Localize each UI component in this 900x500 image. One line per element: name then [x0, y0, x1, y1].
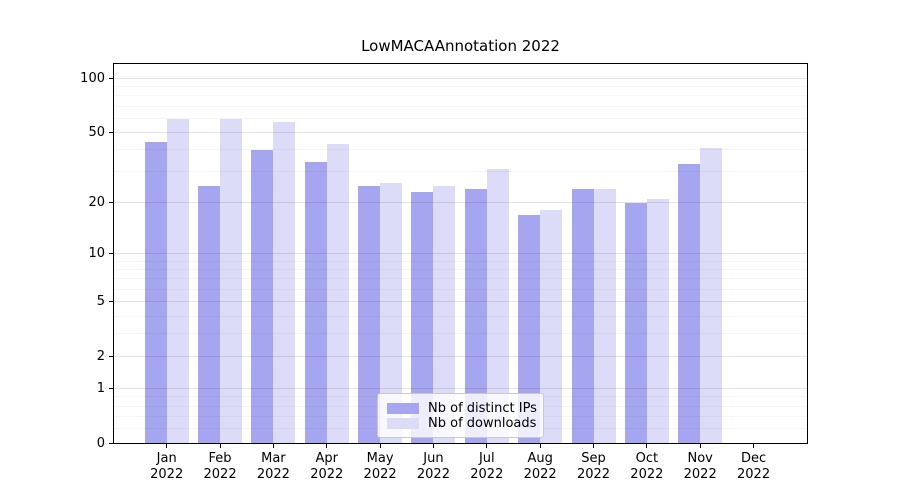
gridline-minor	[114, 278, 807, 280]
gridline-major-20	[114, 202, 807, 204]
y-tick-label-2: 2	[96, 348, 105, 364]
legend-item-distinct-ips: Nb of distinct IPs	[387, 401, 537, 416]
y-tickmark-2	[109, 355, 113, 357]
y-tick-label-50: 50	[88, 124, 105, 140]
gridline-minor	[114, 333, 807, 335]
x-tickmark-apr	[326, 444, 328, 448]
x-tickmark-oct	[646, 444, 648, 448]
gridline-major-10	[114, 253, 807, 255]
bar-downloads-feb	[220, 119, 243, 444]
x-tick-label-apr: Apr 2022	[310, 451, 344, 482]
y-tick-label-10: 10	[88, 246, 105, 262]
legend: Nb of distinct IPs Nb of downloads	[377, 393, 544, 438]
bar-ips-mar	[251, 149, 274, 444]
bar-downloads-nov	[700, 147, 723, 444]
gridline-minor	[114, 105, 807, 107]
bar-downloads-oct	[646, 198, 669, 444]
y-tickmark-20	[109, 202, 113, 204]
y-tick-label-0: 0	[96, 435, 105, 451]
plot-border	[113, 63, 808, 444]
x-tickmark-mar	[272, 444, 274, 448]
gridline-minor	[114, 86, 807, 88]
gridline-major-50	[114, 131, 807, 133]
legend-label-distinct-ips: Nb of distinct IPs	[428, 401, 537, 416]
gridline-minor	[114, 260, 807, 262]
gridline-minor	[114, 149, 807, 151]
gridline-minor	[114, 117, 807, 119]
y-tick-label-100: 100	[80, 70, 105, 86]
legend-swatch-distinct-ips	[387, 403, 419, 414]
legend-item-downloads: Nb of downloads	[387, 416, 537, 431]
y-tickmark-50	[109, 131, 113, 133]
bar-downloads-aug	[540, 210, 563, 444]
bar-downloads-sep	[593, 188, 616, 444]
x-tick-label-jan: Jan 2022	[150, 451, 184, 482]
gridline-minor	[114, 315, 807, 317]
bar-ips-oct	[624, 202, 647, 444]
x-tickmark-feb	[219, 444, 221, 448]
gridline-minor	[114, 269, 807, 271]
y-tick-label-1: 1	[96, 380, 105, 396]
x-tick-label-aug: Aug 2022	[523, 451, 557, 482]
y-tickmark-0	[109, 442, 113, 444]
gridline-major-1	[114, 387, 807, 389]
x-tick-label-nov: Nov 2022	[683, 451, 717, 482]
bar-ips-jul	[464, 188, 487, 444]
bar-ips-apr	[304, 162, 327, 444]
y-tick-label-5: 5	[96, 294, 105, 310]
gridline-minor	[114, 288, 807, 290]
bar-ips-feb	[198, 185, 221, 444]
x-tickmark-sep	[593, 444, 594, 448]
x-tickmark-aug	[539, 444, 541, 448]
chart-title: LowMACAAnnotation 2022	[361, 37, 560, 55]
x-tickmark-nov	[699, 444, 701, 448]
y-tick-label-20: 20	[88, 195, 105, 211]
legend-swatch-downloads	[387, 418, 419, 429]
x-tickmark-dec	[753, 444, 755, 448]
legend-label-downloads: Nb of downloads	[428, 416, 537, 431]
bar-ips-jun	[411, 191, 434, 444]
x-tick-label-feb: Feb 2022	[203, 451, 237, 482]
x-tick-label-jun: Jun 2022	[416, 451, 450, 482]
bar-ips-nov	[678, 164, 701, 444]
gridline-major-100	[114, 77, 807, 79]
x-tickmark-jan	[166, 444, 168, 448]
x-tick-label-may: May 2022	[363, 451, 397, 482]
bar-downloads-mar	[273, 122, 296, 444]
x-tick-label-sep: Sep 2022	[576, 451, 611, 482]
y-tickmark-1	[109, 387, 113, 389]
gridline-major-5	[114, 301, 807, 303]
x-tickmark-may	[379, 444, 381, 448]
gridline-minor	[114, 171, 807, 173]
gridline-major-2	[114, 355, 807, 357]
bar-ips-may	[358, 185, 381, 444]
bar-downloads-jan	[166, 119, 189, 444]
gridline-minor	[114, 95, 807, 97]
x-tickmark-jun	[432, 444, 434, 448]
x-tick-label-dec: Dec 2022	[737, 451, 771, 482]
x-tick-label-oct: Oct 2022	[630, 451, 664, 482]
bar-downloads-may	[380, 182, 403, 444]
y-tickmark-10	[109, 253, 113, 255]
bar-downloads-jul	[486, 169, 509, 444]
x-tickmark-jul	[486, 444, 488, 448]
bar-ips-sep	[571, 188, 594, 444]
bar-downloads-jun	[433, 185, 456, 444]
x-tick-label-mar: Mar 2022	[256, 451, 290, 482]
bar-ips-aug	[518, 214, 541, 444]
bar-ips-jan	[144, 142, 167, 444]
x-tick-label-jul: Jul 2022	[470, 451, 504, 482]
y-tickmark-100	[109, 77, 113, 79]
bar-downloads-apr	[326, 144, 349, 444]
y-tickmark-5	[109, 301, 113, 303]
